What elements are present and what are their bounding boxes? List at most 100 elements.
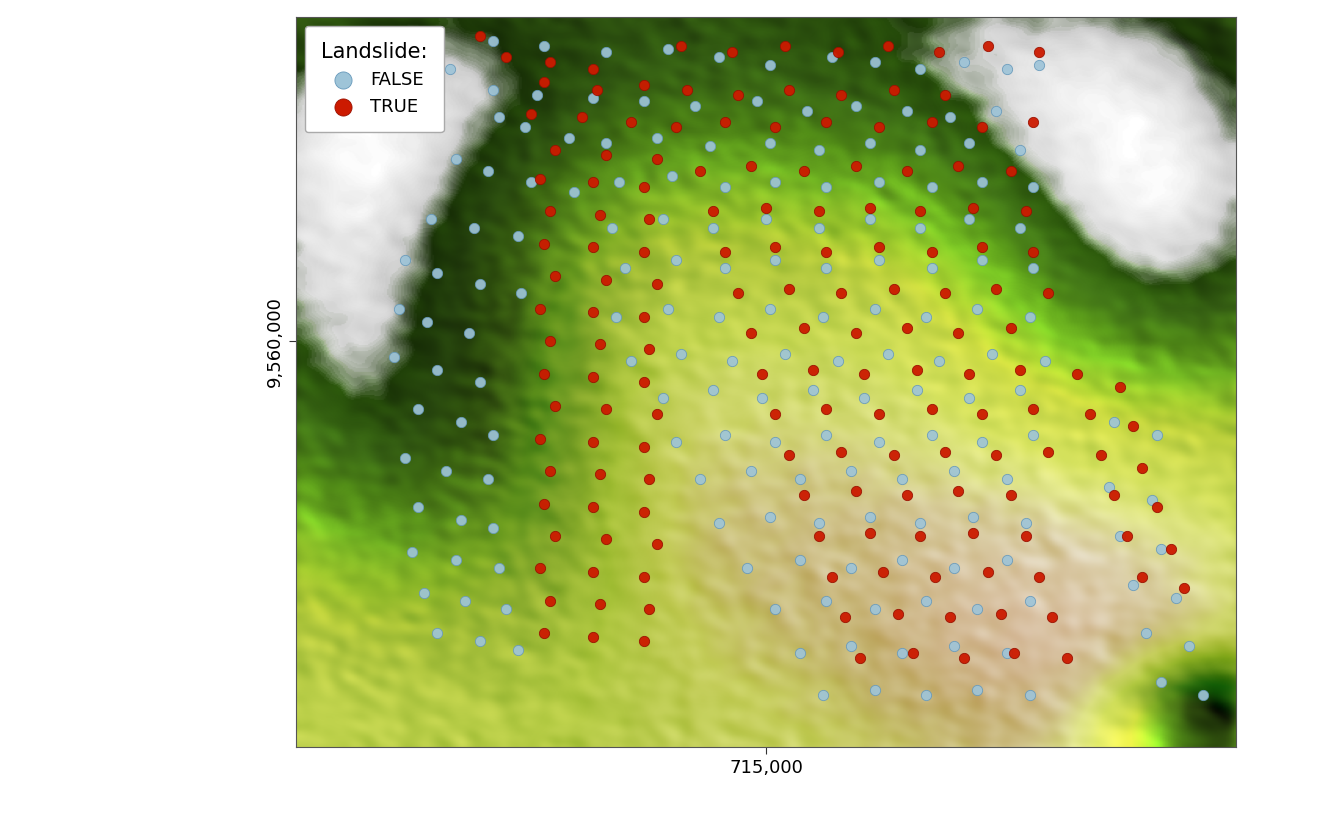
Point <box>595 403 617 416</box>
Point <box>1009 143 1031 156</box>
Point <box>943 640 965 653</box>
Point <box>793 321 814 334</box>
Point <box>985 104 1007 117</box>
Point <box>689 164 711 178</box>
Point <box>1023 246 1044 259</box>
Point <box>765 120 786 134</box>
Point <box>996 647 1017 660</box>
Point <box>1028 59 1050 72</box>
Point <box>853 367 875 380</box>
Point <box>1023 115 1044 129</box>
Point <box>699 139 720 153</box>
Point <box>722 354 743 368</box>
Point <box>840 465 862 478</box>
Point <box>689 472 711 486</box>
Point <box>868 253 890 266</box>
Point <box>638 212 660 226</box>
Point <box>633 310 655 324</box>
Point <box>1146 500 1168 514</box>
Point <box>727 286 749 299</box>
Point <box>793 489 814 502</box>
Point <box>515 120 536 134</box>
Point <box>991 608 1012 621</box>
Point <box>827 354 848 368</box>
Point <box>977 39 999 52</box>
Point <box>563 185 585 198</box>
Point <box>958 392 980 405</box>
Point <box>454 594 476 608</box>
Point <box>915 594 937 608</box>
Point <box>445 153 466 166</box>
Point <box>469 375 491 388</box>
Point <box>883 448 905 461</box>
Point <box>996 62 1017 76</box>
Point <box>864 302 886 315</box>
Point <box>1150 542 1172 555</box>
Point <box>802 383 824 397</box>
Point <box>921 261 942 275</box>
Point <box>925 570 946 583</box>
Point <box>477 164 499 178</box>
Point <box>582 500 603 514</box>
Point <box>407 56 429 69</box>
Point <box>948 484 969 497</box>
Point <box>714 429 735 442</box>
Point <box>859 526 880 540</box>
Point <box>948 159 969 173</box>
Point <box>601 221 622 234</box>
Point <box>582 241 603 254</box>
Point <box>808 221 829 234</box>
Point <box>1009 383 1031 397</box>
Point <box>934 286 956 299</box>
Point <box>958 367 980 380</box>
Point <box>1038 445 1059 458</box>
Point <box>671 348 692 361</box>
Point <box>934 88 956 101</box>
Point <box>759 510 781 523</box>
Point <box>1019 594 1040 608</box>
Point <box>902 647 923 660</box>
Point <box>534 39 555 52</box>
Point <box>765 175 786 188</box>
Point <box>1079 408 1101 421</box>
Point <box>921 246 942 259</box>
Point <box>765 241 786 254</box>
Point <box>737 562 758 575</box>
Point <box>816 429 837 442</box>
Point <box>835 611 856 624</box>
Point <box>539 334 560 348</box>
Point <box>394 452 415 465</box>
Point <box>845 326 867 339</box>
Point <box>831 286 852 299</box>
Point <box>595 533 617 546</box>
Point <box>1015 516 1036 530</box>
Point <box>816 115 837 129</box>
Point <box>868 408 890 421</box>
Point <box>910 221 931 234</box>
Point <box>953 651 974 664</box>
Point <box>539 205 560 218</box>
Point <box>426 627 448 640</box>
Point <box>778 283 800 296</box>
Point <box>816 246 837 259</box>
Point <box>496 603 517 616</box>
Point <box>943 465 965 478</box>
Point <box>582 370 603 383</box>
Point <box>633 180 655 193</box>
Point <box>1023 403 1044 416</box>
Point <box>450 416 472 429</box>
Point <box>439 62 461 76</box>
Point <box>614 261 636 275</box>
Point <box>840 562 862 575</box>
Point <box>450 513 472 526</box>
Point <box>703 221 724 234</box>
Point <box>520 107 542 120</box>
Point <box>765 603 786 616</box>
Point <box>646 278 668 291</box>
Point <box>1000 164 1021 178</box>
Point <box>883 283 905 296</box>
Point <box>972 241 993 254</box>
Point <box>887 608 909 621</box>
Point <box>953 56 974 69</box>
Point <box>595 137 617 150</box>
